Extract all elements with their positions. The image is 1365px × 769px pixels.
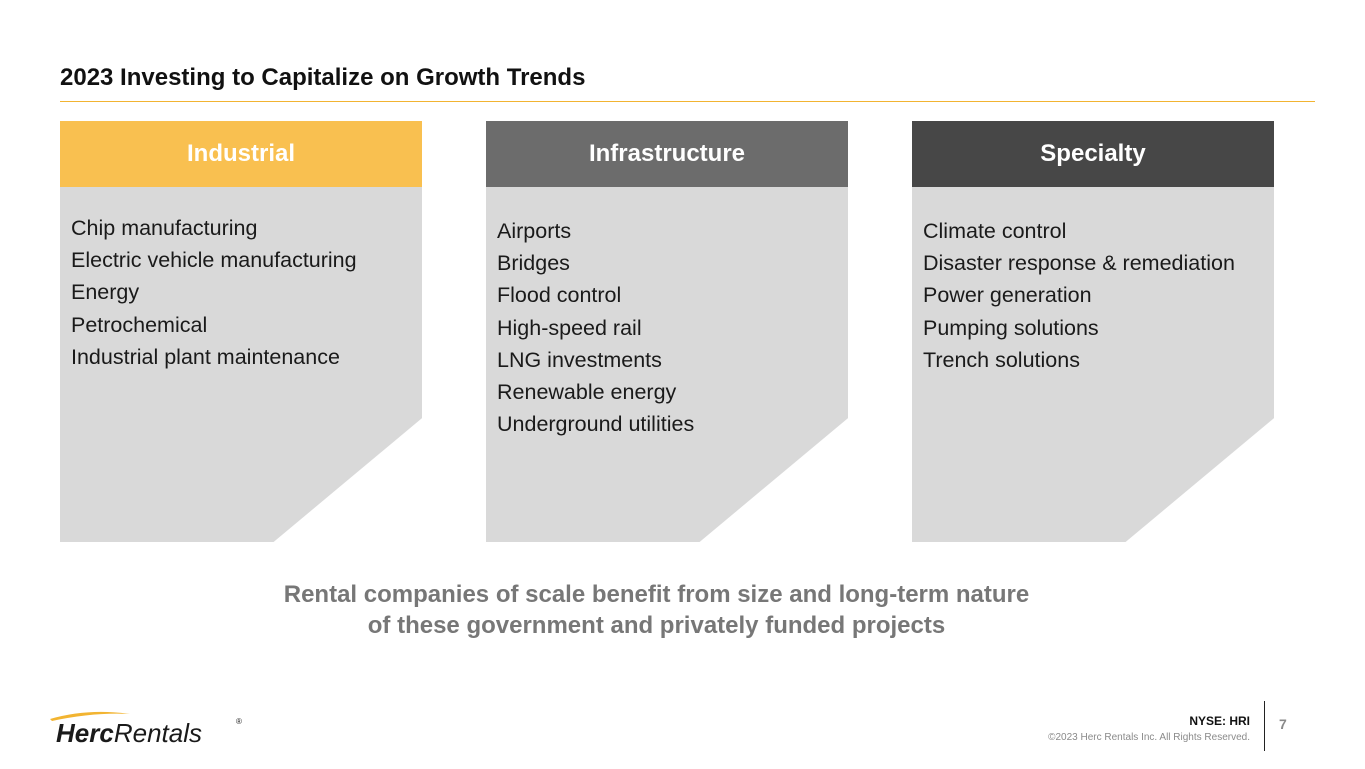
copyright-notice: ©2023 Herc Rentals Inc. All Rights Reser… (1048, 732, 1250, 743)
tagline: Rental companies of scale benefit from s… (0, 579, 1313, 641)
logo-swoosh-icon (50, 711, 130, 721)
infrastructure-panel: Airports Bridges Flood control High-spee… (486, 187, 848, 542)
tagline-line-1: Rental companies of scale benefit from s… (283, 581, 1030, 608)
list-item: Petrochemical (71, 312, 208, 337)
footer-divider (1264, 701, 1265, 751)
list-item: Power generation (923, 283, 1092, 308)
industrial-column: Industrial Chip manufacturing Electric v… (60, 121, 422, 542)
logo-herc: Herc (56, 718, 114, 748)
svg-text:HercRentals: HercRentals (56, 718, 202, 748)
list-item: Electric vehicle manufacturing (71, 248, 357, 273)
list-item: Flood control (497, 283, 622, 308)
title-divider (60, 101, 1315, 102)
industrial-panel: Chip manufacturing Electric vehicle manu… (60, 187, 422, 542)
list-item: Pumping solutions (923, 315, 1099, 340)
list-item: LNG investments (497, 347, 662, 372)
list-item: Chip manufacturing (71, 216, 258, 240)
logo-rentals: Rentals (114, 718, 202, 748)
specialty-panel: Climate control Disaster response & reme… (912, 187, 1274, 542)
herc-rentals-logo: HercRentals ® (50, 711, 242, 748)
list-item: Airports (497, 219, 572, 243)
slide-title: 2023 Investing to Capitalize on Growth T… (60, 64, 586, 91)
list-item: High-speed rail (497, 315, 642, 340)
list-item: Renewable energy (497, 380, 677, 405)
specialty-header: Specialty (912, 121, 1274, 187)
tagline-line-2: of these government and privately funded… (367, 612, 946, 639)
infrastructure-column: Infrastructure Airports Bridges Flood co… (486, 121, 848, 542)
infrastructure-header: Infrastructure (486, 121, 848, 187)
list-item: Underground utilities (497, 412, 695, 437)
list-item: Disaster response & remediation (923, 251, 1235, 276)
specialty-list: Climate control Disaster response & reme… (923, 215, 1235, 376)
list-item: Bridges (497, 251, 570, 276)
specialty-column: Specialty Climate control Disaster respo… (912, 121, 1274, 542)
industrial-header: Industrial (60, 121, 422, 187)
page-number: 7 (1279, 716, 1287, 732)
industrial-list: Chip manufacturing Electric vehicle manu… (71, 212, 357, 373)
list-item: Industrial plant maintenance (71, 344, 340, 369)
stock-ticker: NYSE: HRI (1189, 714, 1250, 728)
list-item: Energy (71, 280, 140, 305)
infrastructure-list: Airports Bridges Flood control High-spee… (497, 215, 694, 440)
list-item: Climate control (923, 219, 1067, 243)
registered-mark: ® (236, 717, 242, 726)
list-item: Trench solutions (923, 347, 1080, 372)
